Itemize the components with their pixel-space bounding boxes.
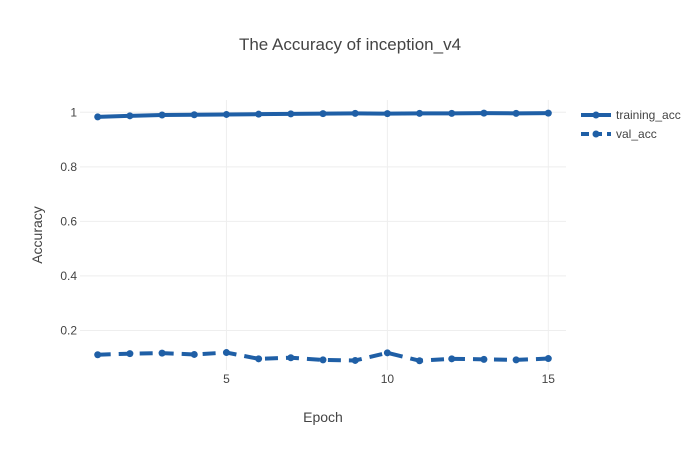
data-point-training_acc[interactable] — [94, 113, 102, 121]
y-tick-label: 0.6 — [60, 214, 77, 228]
data-point-training_acc[interactable] — [319, 110, 327, 118]
data-point-training_acc[interactable] — [383, 110, 391, 118]
data-point-val_acc[interactable] — [255, 355, 263, 363]
data-point-val_acc[interactable] — [94, 351, 102, 359]
data-point-training_acc[interactable] — [544, 109, 552, 117]
data-point-training_acc[interactable] — [190, 111, 198, 119]
data-point-val_acc[interactable] — [416, 357, 424, 365]
legend-item-training_acc[interactable]: training_acc — [581, 108, 681, 122]
data-point-val_acc[interactable] — [480, 355, 488, 363]
data-point-val_acc[interactable] — [351, 356, 359, 364]
data-point-training_acc[interactable] — [158, 111, 166, 119]
data-point-val_acc[interactable] — [448, 355, 456, 363]
data-point-training_acc[interactable] — [126, 112, 134, 120]
data-point-training_acc[interactable] — [287, 110, 295, 118]
series — [94, 109, 552, 365]
grid — [80, 100, 566, 370]
x-tick-label: 5 — [223, 372, 230, 386]
data-point-val_acc[interactable] — [287, 354, 295, 362]
data-point-training_acc[interactable] — [512, 109, 520, 117]
data-point-training_acc[interactable] — [255, 110, 263, 118]
x-axis-title: Epoch — [303, 409, 343, 425]
data-point-training_acc[interactable] — [448, 109, 456, 117]
chart-title: The Accuracy of inception_v4 — [239, 35, 461, 54]
data-point-val_acc[interactable] — [222, 349, 230, 357]
data-point-val_acc[interactable] — [126, 350, 134, 358]
data-point-val_acc[interactable] — [319, 356, 327, 364]
data-point-training_acc[interactable] — [222, 110, 230, 118]
y-axis-title: Accuracy — [29, 206, 45, 264]
data-point-training_acc[interactable] — [480, 109, 488, 117]
legend-marker — [592, 130, 600, 138]
legend-marker — [592, 111, 600, 119]
x-tick-label: 15 — [542, 372, 556, 386]
data-point-val_acc[interactable] — [158, 349, 166, 357]
data-point-val_acc[interactable] — [544, 355, 552, 363]
legend-item-val_acc[interactable]: val_acc — [581, 127, 657, 141]
y-tick-label: 0.4 — [60, 269, 77, 283]
data-point-training_acc[interactable] — [351, 109, 359, 117]
y-axis-ticks: 0.2 0.4 0.6 0.8 1 — [60, 105, 77, 337]
x-axis-ticks: 5 10 15 — [223, 372, 555, 386]
x-tick-label: 10 — [381, 372, 395, 386]
legend-label: val_acc — [616, 127, 657, 141]
y-tick-label: 0.2 — [60, 323, 77, 337]
y-tick-label: 1 — [70, 105, 77, 119]
legend-label: training_acc — [616, 108, 681, 122]
legend[interactable]: training_acc val_acc — [581, 108, 681, 141]
series-line-val_acc — [97, 350, 549, 363]
data-point-val_acc[interactable] — [190, 350, 198, 358]
data-point-val_acc[interactable] — [383, 349, 391, 357]
data-point-training_acc[interactable] — [416, 109, 424, 117]
data-point-val_acc[interactable] — [512, 356, 520, 364]
y-tick-label: 0.8 — [60, 160, 77, 174]
